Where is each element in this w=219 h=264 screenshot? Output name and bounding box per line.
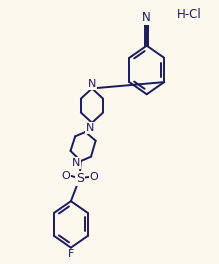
Text: N: N (142, 11, 151, 24)
Text: O: O (61, 171, 70, 181)
Text: O: O (90, 172, 98, 182)
Text: S: S (76, 172, 84, 185)
Text: N: N (86, 123, 94, 133)
Text: N: N (72, 158, 81, 168)
Text: N: N (88, 79, 96, 89)
Text: F: F (68, 249, 74, 260)
Text: H-Cl: H-Cl (177, 8, 202, 21)
